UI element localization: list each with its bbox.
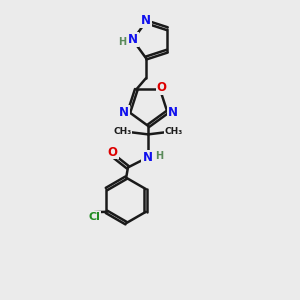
- Text: H: H: [155, 151, 163, 161]
- Text: N: N: [167, 106, 178, 118]
- Text: N: N: [128, 33, 138, 46]
- Text: H: H: [118, 37, 127, 47]
- Text: Cl: Cl: [88, 212, 100, 222]
- Text: N: N: [142, 151, 152, 164]
- Text: N: N: [141, 14, 151, 27]
- Text: CH₃: CH₃: [113, 127, 132, 136]
- Text: CH₃: CH₃: [165, 127, 183, 136]
- Text: N: N: [119, 106, 129, 118]
- Text: O: O: [157, 81, 166, 94]
- Text: O: O: [108, 146, 118, 158]
